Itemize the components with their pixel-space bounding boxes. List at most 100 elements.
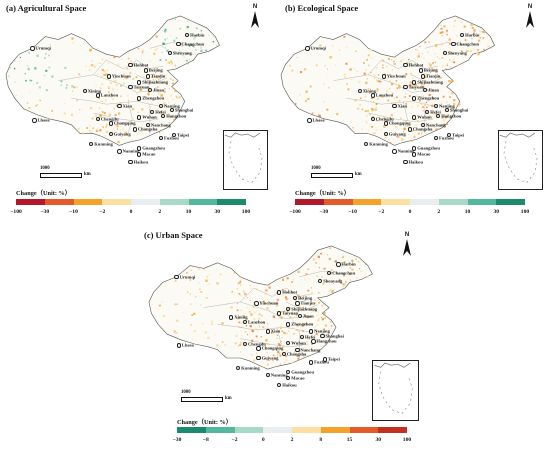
change-pixel — [177, 20, 179, 22]
city-label: Nanjing — [308, 329, 330, 334]
change-pixel — [428, 115, 430, 117]
city-label: Nanchang — [420, 122, 446, 128]
city-marker-icon — [433, 136, 439, 141]
change-pixel — [263, 300, 265, 303]
change-pixel — [116, 128, 119, 130]
change-pixel — [307, 337, 310, 340]
change-pixel — [235, 334, 238, 337]
change-pixel — [91, 60, 93, 62]
change-pixel — [442, 43, 444, 45]
change-pixel — [424, 102, 426, 104]
change-pixel — [103, 70, 106, 73]
change-pixel — [435, 128, 437, 130]
change-pixel — [488, 39, 490, 41]
change-pixel — [438, 58, 441, 60]
inset-coastline — [374, 362, 411, 368]
change-pixel — [208, 34, 210, 36]
city-name: Changsha — [412, 126, 433, 132]
change-pixel — [158, 131, 161, 134]
change-pixel — [463, 25, 466, 28]
change-pixel — [443, 123, 446, 126]
change-pixel — [90, 131, 93, 134]
city-label: Guangzhou — [412, 146, 440, 151]
change-pixel — [285, 359, 288, 362]
change-pixel — [237, 317, 240, 320]
change-pixel — [203, 268, 205, 270]
city-marker-icon — [30, 46, 35, 51]
province-boundary — [253, 327, 314, 333]
change-pixel — [46, 117, 49, 120]
change-pixel — [193, 46, 195, 48]
change-pixel — [239, 279, 242, 282]
change-pixel — [170, 69, 172, 71]
change-pixel — [305, 101, 306, 103]
change-pixel — [425, 82, 427, 84]
change-pixel — [173, 39, 176, 42]
change-pixel — [295, 103, 297, 105]
change-pixel — [301, 306, 303, 308]
change-pixel — [381, 95, 384, 98]
city-name: Changchun — [456, 41, 480, 47]
change-pixel — [221, 341, 224, 343]
city-name: Taipei — [177, 132, 190, 138]
change-pixel — [193, 312, 196, 315]
change-pixel — [103, 101, 105, 103]
city-marker-icon — [451, 41, 456, 47]
change-pixel — [291, 281, 293, 283]
city-name: Xian — [397, 102, 408, 108]
change-pixel — [365, 263, 366, 265]
city-marker-icon — [169, 108, 175, 113]
city-marker-icon — [128, 159, 133, 164]
city-label: Wuhan — [137, 115, 157, 120]
change-pixel — [457, 17, 459, 19]
city-label: Guangzhou — [286, 369, 314, 375]
change-pixel — [400, 117, 402, 119]
change-pixel — [265, 292, 267, 294]
change-pixel — [249, 325, 252, 328]
change-pixel — [137, 111, 139, 113]
change-pixel — [323, 328, 325, 330]
change-pixel — [422, 65, 424, 67]
change-pixel — [443, 115, 445, 118]
change-pixel — [421, 106, 424, 109]
change-pixel — [473, 29, 476, 32]
change-pixel — [343, 275, 345, 277]
change-pixel — [103, 112, 106, 115]
change-pixel — [375, 119, 378, 122]
change-pixel — [159, 59, 162, 61]
city-label: Tianjin — [145, 74, 165, 79]
city-name: Hohhot — [282, 289, 297, 295]
change-pixel — [377, 120, 379, 122]
change-pixel — [423, 57, 425, 59]
change-pixel — [408, 125, 410, 128]
change-pixel — [412, 77, 414, 79]
change-pixel — [200, 49, 203, 52]
legend-tick-label: −30 — [172, 437, 182, 443]
change-pixel — [247, 334, 249, 336]
change-pixel — [125, 76, 128, 80]
change-pixel — [99, 129, 102, 132]
change-pixel — [200, 46, 202, 49]
change-pixel — [197, 43, 199, 46]
legend-title: Change（Unit: %） — [16, 190, 72, 197]
city-name: Urumqi — [35, 45, 51, 51]
change-pixel — [65, 120, 68, 123]
city-name: Taipei — [452, 132, 465, 138]
city-marker-icon — [286, 322, 291, 327]
change-pixel — [375, 103, 378, 105]
change-pixel — [120, 84, 123, 87]
change-pixel — [424, 117, 427, 120]
legend-swatch — [378, 427, 407, 433]
city-name: Nanjing — [163, 102, 180, 108]
change-pixel — [266, 352, 268, 354]
north-arrow-icon: N — [249, 4, 261, 30]
legend-swatch — [292, 427, 321, 433]
change-pixel — [443, 25, 446, 28]
change-pixel — [414, 83, 418, 86]
change-pixel — [315, 262, 317, 264]
change-pixel — [29, 79, 31, 82]
change-pixel — [357, 261, 360, 263]
north-arrow-icon: N — [401, 232, 413, 258]
change-pixel — [141, 86, 144, 88]
city-marker-icon — [364, 141, 369, 147]
